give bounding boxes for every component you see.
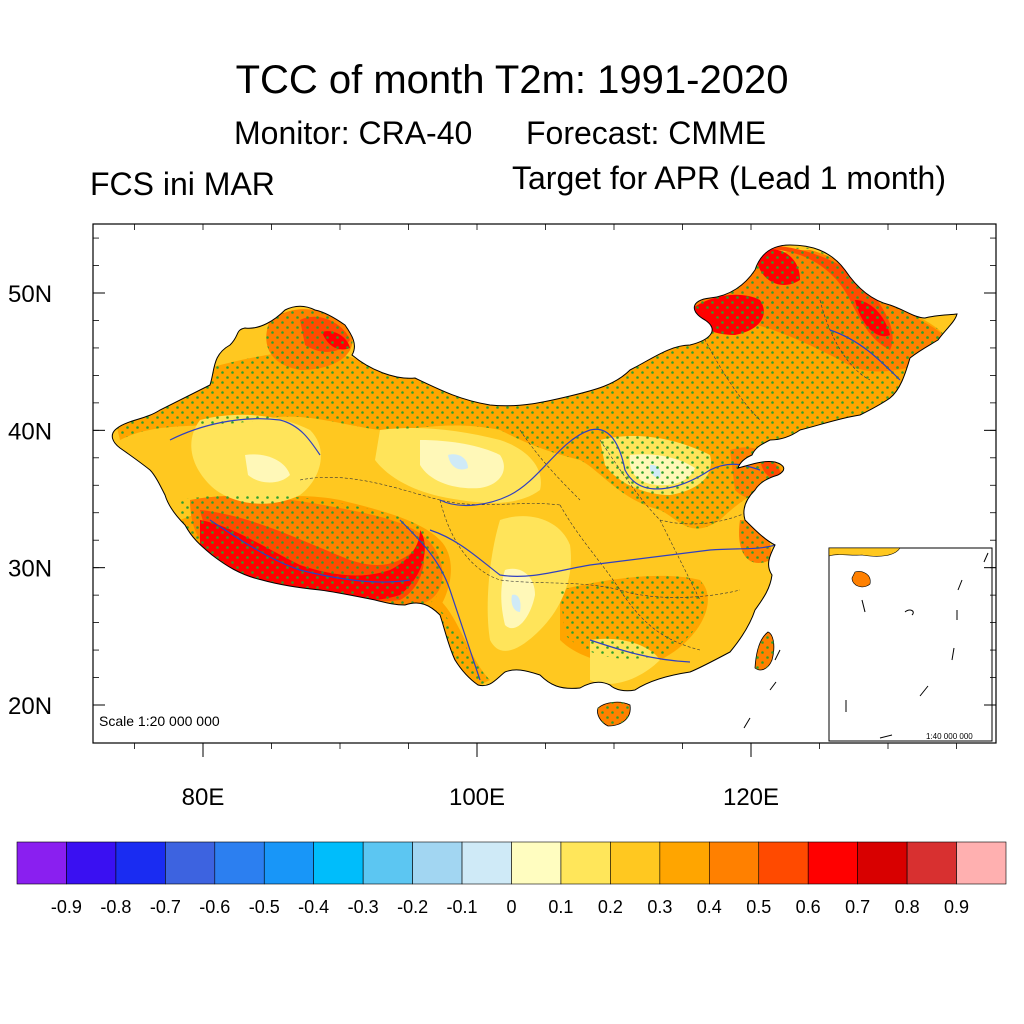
inset-scale-label: 1:40 000 000	[926, 732, 973, 741]
lon-tick-label: 120E	[723, 784, 779, 811]
lon-tick-label: 100E	[449, 784, 505, 811]
colorbar-label: -0.8	[100, 897, 131, 917]
minor-ticks	[93, 224, 996, 749]
colorbar-box	[758, 841, 809, 885]
colorbar-box	[511, 841, 562, 885]
chart-title: TCC of month T2m: 1991-2020	[235, 58, 789, 102]
colorbar-label: 0.6	[796, 897, 821, 917]
colorbar-box	[906, 841, 957, 885]
colorbar-box	[956, 841, 1007, 885]
hainan-stipple	[597, 702, 631, 726]
colorbar-label: 0.8	[895, 897, 920, 917]
colorbar-box	[16, 841, 67, 885]
init-label: FCS ini MAR	[90, 166, 275, 202]
colorbar-box	[659, 841, 710, 885]
colorbar-label: -0.3	[348, 897, 379, 917]
colorbar-label: 0.1	[548, 897, 573, 917]
colorbar-label: 0.9	[944, 897, 969, 917]
map-frame	[92, 223, 997, 744]
colorbar-label: 0.2	[598, 897, 623, 917]
colorbar-box	[412, 841, 463, 885]
colorbar-label: 0.7	[845, 897, 870, 917]
lat-tick-label: 40N	[8, 418, 52, 445]
colorbar-box	[115, 841, 166, 885]
province-boundaries	[299, 299, 871, 651]
rivers	[169, 329, 901, 681]
colorbar-box	[461, 841, 512, 885]
colorbar-label: -0.7	[150, 897, 181, 917]
lat-tick-label: 50N	[8, 281, 52, 308]
forecast-subtitle: Forecast: CMME	[526, 115, 767, 151]
colorbar-box	[66, 841, 117, 885]
colorbar-label: -0.9	[51, 897, 82, 917]
significance-stipple	[112, 247, 957, 690]
taiwan-stipple	[755, 632, 774, 670]
south-sea-islands	[743, 649, 781, 729]
colorbar-label: -0.6	[199, 897, 230, 917]
colorbar-label: -0.2	[397, 897, 428, 917]
colorbar-label: -0.5	[249, 897, 280, 917]
colorbar: -0.9 -0.8 -0.7 -0.6 -0.5 -0.4 -0.3 -0.2 -0.1 0 0.1…	[16, 841, 1007, 917]
target-label: Target for APR (Lead 1 month)	[512, 160, 946, 196]
longitude-axis: 80E 100E 120E	[182, 743, 779, 811]
colorbar-box	[857, 841, 908, 885]
lat-tick-label: 20N	[8, 693, 52, 720]
colorbar-label: 0.5	[746, 897, 771, 917]
south-china-sea-inset: 1:40 000 000	[828, 547, 993, 742]
lon-tick-label: 80E	[182, 784, 225, 811]
colorbar-label: 0.4	[697, 897, 722, 917]
colorbar-label: -0.1	[447, 897, 478, 917]
lat-tick-label: 30N	[8, 556, 52, 583]
colorbar-box	[610, 841, 661, 885]
colorbar-box	[708, 841, 760, 885]
colorbar-box	[165, 841, 216, 885]
colorbar-box	[807, 841, 858, 885]
monitor-subtitle: Monitor: CRA-40	[234, 115, 473, 151]
colorbar-label: -0.4	[298, 897, 329, 917]
colorbar-box	[263, 841, 315, 885]
colorbar-box	[214, 841, 265, 885]
colorbar-label: 0	[506, 897, 516, 917]
colorbar-label: 0.3	[647, 897, 672, 917]
china-outline	[111, 244, 958, 692]
colorbar-box	[362, 841, 413, 885]
latitude-axis: 50N 40N 30N 20N	[8, 281, 996, 720]
colorbar-box	[313, 841, 364, 885]
colorbar-box	[560, 841, 611, 885]
scale-label: Scale 1:20 000 000	[99, 713, 220, 729]
